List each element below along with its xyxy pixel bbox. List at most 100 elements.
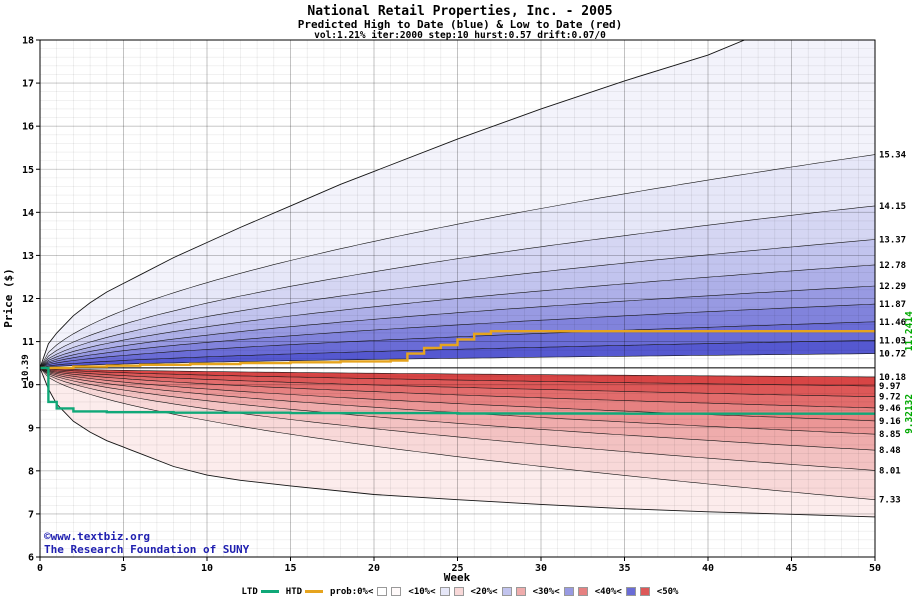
band-boundary bbox=[40, 367, 875, 409]
x-tick-label: 35 bbox=[618, 563, 630, 574]
legend-label: <30%< bbox=[532, 586, 560, 597]
y-tick-label: 12 bbox=[22, 294, 34, 305]
legend-item-2: prob:0%< bbox=[330, 586, 402, 597]
band-boundary bbox=[40, 303, 875, 369]
upper-band-2 bbox=[40, 304, 875, 368]
legend-item-4: <20%< bbox=[471, 587, 526, 597]
x-tick-label: 40 bbox=[702, 563, 714, 574]
band-value-label: 9.97 bbox=[879, 382, 901, 392]
y-tick-label: 17 bbox=[22, 79, 34, 90]
lower-band-5 bbox=[40, 367, 875, 451]
x-tick-label: 0 bbox=[37, 563, 43, 574]
chart-params: vol:1.21% iter:2000 step:10 hurst:0.57 d… bbox=[314, 30, 606, 41]
lower-band-2 bbox=[40, 367, 875, 408]
legend-item-7: <50% bbox=[657, 587, 679, 597]
x-tick-label: 5 bbox=[120, 563, 126, 574]
chart-title: National Retail Properties, Inc. - 2005 bbox=[307, 4, 612, 19]
lower-band-8 bbox=[40, 367, 875, 517]
y-tick-label: 10 bbox=[22, 380, 34, 391]
legend-item-5: <30%< bbox=[533, 587, 588, 597]
band-boundary bbox=[40, 205, 875, 369]
band-value-label: 15.34 bbox=[879, 151, 907, 161]
watermark-line2: The Research Foundation of SUNY bbox=[44, 543, 250, 556]
band-value-label: 9.16 bbox=[879, 417, 901, 427]
legend-swatch-line bbox=[305, 590, 324, 593]
band-value-label: 11.46 bbox=[879, 318, 906, 328]
band-value-label: 11.87 bbox=[879, 300, 906, 310]
band-value-label: 10.72 bbox=[879, 350, 906, 360]
y-tick-label: 16 bbox=[22, 122, 34, 133]
band-boundary bbox=[40, 353, 875, 369]
legend-label: LTD bbox=[241, 586, 258, 597]
band-boundary bbox=[40, 367, 875, 451]
upper-band-3 bbox=[40, 286, 875, 368]
band-value-label: 10.18 bbox=[879, 373, 906, 383]
legend-label: <20%< bbox=[470, 586, 498, 597]
legend-swatch-box bbox=[439, 587, 450, 596]
y-tick-label: 8 bbox=[28, 466, 34, 477]
legend-swatch-box bbox=[639, 587, 650, 596]
lower-band-3 bbox=[40, 367, 875, 421]
upper-envelope bbox=[40, 40, 746, 369]
band-boundary bbox=[40, 367, 875, 378]
band-value-label: 8.01 bbox=[879, 466, 901, 476]
plot-group: 6 7 8 9 10 11 12 13 14 15 16 17 18 0 5 10 15 20 25 30 35 40 45… bbox=[21, 36, 915, 575]
band-boundary bbox=[40, 340, 875, 369]
x-tick-label: 20 bbox=[368, 563, 380, 574]
upper-band-4 bbox=[40, 264, 875, 368]
band-boundary bbox=[40, 239, 875, 369]
upper-band-8 bbox=[40, 40, 875, 368]
band-value-label: 7.33 bbox=[879, 496, 901, 506]
x-tick-label: 25 bbox=[451, 563, 463, 574]
band-value-label: 9.46 bbox=[879, 404, 901, 414]
legend-label: <50% bbox=[656, 586, 679, 597]
lower-band-6 bbox=[40, 367, 875, 471]
x-axis-label: Week bbox=[444, 571, 471, 584]
y-tick-label: 11 bbox=[22, 337, 34, 348]
band-boundary bbox=[40, 367, 875, 500]
legend-label: HTD bbox=[285, 586, 303, 597]
lower-band-0 bbox=[40, 367, 875, 386]
watermark-line1: ©www.textbiz.org bbox=[44, 530, 150, 543]
y-tick-label: 18 bbox=[22, 36, 34, 47]
legend-item-6: <40%< bbox=[595, 587, 650, 597]
legend-swatch-box bbox=[453, 587, 464, 596]
upper-band-0 bbox=[40, 340, 875, 368]
band-value-label: 8.85 bbox=[879, 430, 901, 440]
band-value-label: 14.15 bbox=[879, 202, 906, 212]
legend-item-0: LTD bbox=[242, 587, 279, 597]
chart-subtitle: Predicted High to Date (blue) & Low to D… bbox=[298, 18, 623, 31]
x-tick-label: 45 bbox=[785, 563, 797, 574]
y-tick-label: 13 bbox=[22, 251, 34, 262]
y-tick-label: 15 bbox=[22, 165, 34, 176]
legend-swatch-line bbox=[260, 590, 279, 593]
y-tick-label: 7 bbox=[28, 509, 34, 520]
band-boundary bbox=[40, 154, 875, 369]
band-boundary bbox=[40, 367, 875, 471]
band-value-label: 8.48 bbox=[879, 446, 901, 456]
upper-band-7 bbox=[40, 154, 875, 368]
legend-label: <10%< bbox=[408, 586, 436, 597]
lower-band-1 bbox=[40, 367, 875, 397]
start-price-label: 10.39 bbox=[21, 354, 31, 381]
legend-label: prob:0%< bbox=[330, 586, 374, 597]
htd-line bbox=[40, 330, 875, 370]
band-value-label: 12.78 bbox=[879, 261, 906, 271]
band-value-label: 11.03 bbox=[879, 336, 906, 346]
ltd-line bbox=[40, 366, 875, 415]
legend-item-3: <10%< bbox=[408, 586, 464, 597]
lower-band-4 bbox=[40, 367, 875, 435]
legend-swatch-box bbox=[577, 587, 588, 596]
y-tick-label: 6 bbox=[28, 553, 34, 564]
legend-label: <40%< bbox=[594, 586, 622, 597]
band-boundary bbox=[40, 367, 875, 397]
legend-swatch-box bbox=[391, 587, 402, 596]
legend-swatch-box bbox=[501, 587, 512, 596]
legend-swatch-box bbox=[563, 587, 574, 596]
x-tick-label: 10 bbox=[201, 563, 213, 574]
y-axis-label: Price ($) bbox=[2, 268, 15, 328]
lower-band-7 bbox=[40, 367, 875, 500]
legend-swatch-box bbox=[625, 587, 636, 596]
